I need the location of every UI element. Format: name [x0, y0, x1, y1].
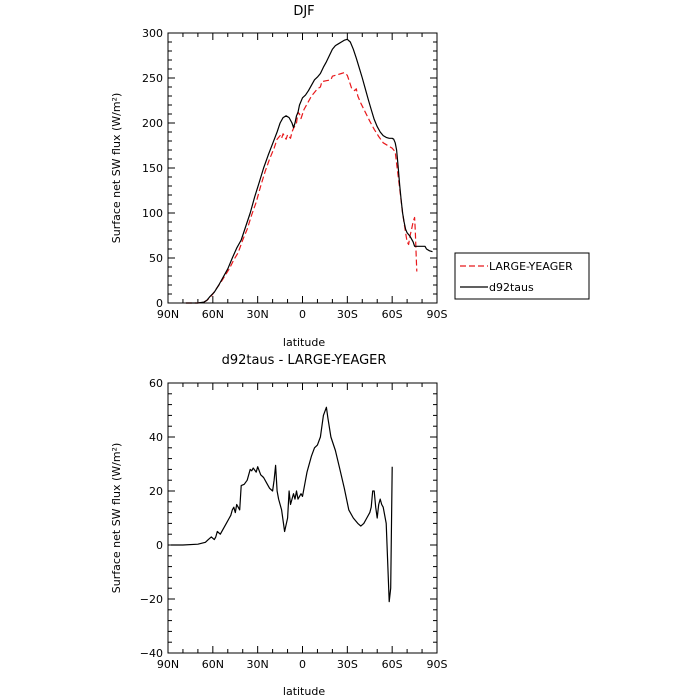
bottom-chart-x-tick-label: 90S — [427, 658, 448, 671]
top-chart-x-axis-label: latitude — [283, 336, 325, 349]
bottom-chart: d92taus - LARGE-YEAGER 90N 60N 30N 0 30S 60S 9… — [110, 353, 448, 698]
top-chart-y-axis-label: Surface net SW flux (W/m²) — [110, 93, 123, 244]
bottom-chart-y-tick-label: −20 — [140, 593, 163, 606]
bottom-chart-y-tick-label: 0 — [156, 539, 163, 552]
top-chart-x-tick-label: 60S — [382, 308, 403, 321]
bottom-chart-x-tick-label: 30S — [337, 658, 358, 671]
bottom-chart-y-tick-label: 20 — [149, 485, 163, 498]
legend: LARGE-YEAGER d92taus — [454, 252, 590, 300]
legend-box — [454, 252, 590, 300]
top-chart-frame — [167, 32, 438, 304]
top-chart-y-tick-label: 50 — [149, 252, 163, 265]
top-chart-series-d92taus — [185, 38, 433, 304]
bottom-chart-y-tick-label: 60 — [149, 377, 163, 390]
bottom-chart-series-difference — [171, 406, 393, 603]
bottom-chart-x-axis-label: latitude — [283, 685, 325, 698]
top-chart-x-tick-label: 90N — [157, 308, 179, 321]
bottom-chart-y-tick-label: 40 — [149, 431, 163, 444]
bottom-chart-x-tick-label: 60N — [202, 658, 224, 671]
bottom-chart-title: d92taus - LARGE-YEAGER — [222, 353, 387, 368]
top-chart: DJF 90N 60N 30N 0 30S 60S 90S 0 50 100 150 200 250 30… — [110, 4, 590, 349]
top-chart-y-tick-label: 300 — [142, 27, 163, 40]
bottom-chart-y-tick-label: −40 — [140, 647, 163, 660]
top-chart-y-tick-label: 200 — [142, 117, 163, 130]
top-chart-x-tick-label: 30S — [337, 308, 358, 321]
top-chart-y-tick-label: 150 — [142, 162, 163, 175]
top-chart-title: DJF — [293, 4, 314, 19]
top-chart-y-tick-label: 100 — [142, 207, 163, 220]
bottom-chart-x-tick-label: 90N — [157, 658, 179, 671]
bottom-chart-x-tick-label: 0 — [299, 658, 306, 671]
legend-label-d92taus: d92taus — [489, 281, 534, 294]
legend-label-large-yeager: LARGE-YEAGER — [489, 260, 573, 273]
bottom-chart-frame — [167, 382, 438, 654]
top-chart-x-tick-label: 30N — [247, 308, 269, 321]
top-chart-series-large-yeager — [185, 72, 418, 304]
bottom-chart-x-tick-label: 60S — [382, 658, 403, 671]
bottom-chart-y-axis-label: Surface net SW flux (W/m²) — [110, 443, 123, 594]
top-chart-x-tick-label: 0 — [299, 308, 306, 321]
top-chart-y-tick-label: 0 — [156, 297, 163, 310]
bottom-chart-x-tick-label: 30N — [247, 658, 269, 671]
top-chart-x-tick-label: 60N — [202, 308, 224, 321]
top-chart-y-tick-label: 250 — [142, 72, 163, 85]
top-chart-x-tick-label: 90S — [427, 308, 448, 321]
